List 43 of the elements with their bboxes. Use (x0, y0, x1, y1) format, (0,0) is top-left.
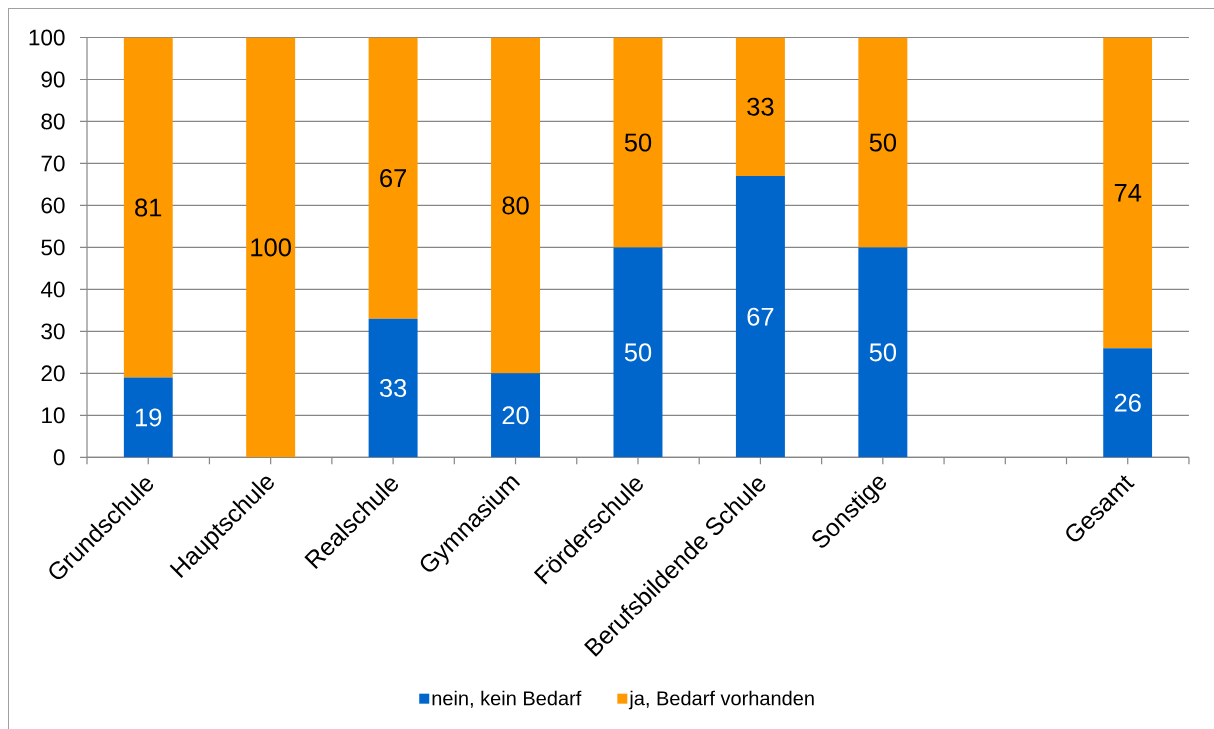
bar (613, 37, 663, 248)
legend-label: ja, Bedarf vorhanden (628, 690, 814, 710)
y-tick-label: 100 (29, 29, 65, 46)
y-tick-label: 60 (41, 197, 65, 214)
bar (858, 247, 908, 458)
bar (368, 37, 418, 319)
y-tick-label: 80 (41, 113, 65, 130)
data-label: 100 (251, 238, 291, 257)
data-label: 81 (135, 198, 162, 217)
y-tick-label: 50 (41, 239, 65, 256)
bar (368, 318, 418, 458)
y-tick-label: 10 (42, 407, 65, 424)
data-label: 50 (869, 133, 897, 152)
y-tick-label: 70 (41, 155, 65, 172)
bar (246, 37, 296, 458)
data-label: 19 (135, 408, 162, 427)
data-label: 26 (1114, 393, 1141, 412)
data-label: 20 (502, 406, 529, 425)
data-label: 50 (624, 133, 652, 152)
legend-label: nein, kein Bedarf (432, 690, 582, 708)
y-tick-label: 0 (53, 449, 65, 466)
bar (613, 247, 663, 458)
data-label: 74 (1114, 184, 1142, 202)
bar (735, 176, 785, 458)
bar (1103, 348, 1153, 458)
bar (735, 37, 785, 177)
y-tick-label: 20 (41, 365, 65, 382)
y-tick-label: 30 (41, 323, 65, 340)
data-label: 33 (379, 379, 407, 398)
bar (123, 377, 173, 458)
bar (491, 37, 541, 374)
data-label: 50 (624, 343, 652, 362)
y-tick-label: 40 (40, 281, 65, 298)
y-tick-label: 90 (41, 71, 65, 88)
data-label: 80 (502, 196, 529, 215)
bar (123, 37, 173, 378)
data-label: 67 (380, 169, 406, 188)
bar (858, 37, 908, 248)
data-label: 67 (747, 307, 774, 326)
data-label: 33 (747, 97, 774, 116)
data-label: 50 (869, 343, 897, 362)
bar (1103, 37, 1153, 349)
bar (491, 373, 541, 458)
